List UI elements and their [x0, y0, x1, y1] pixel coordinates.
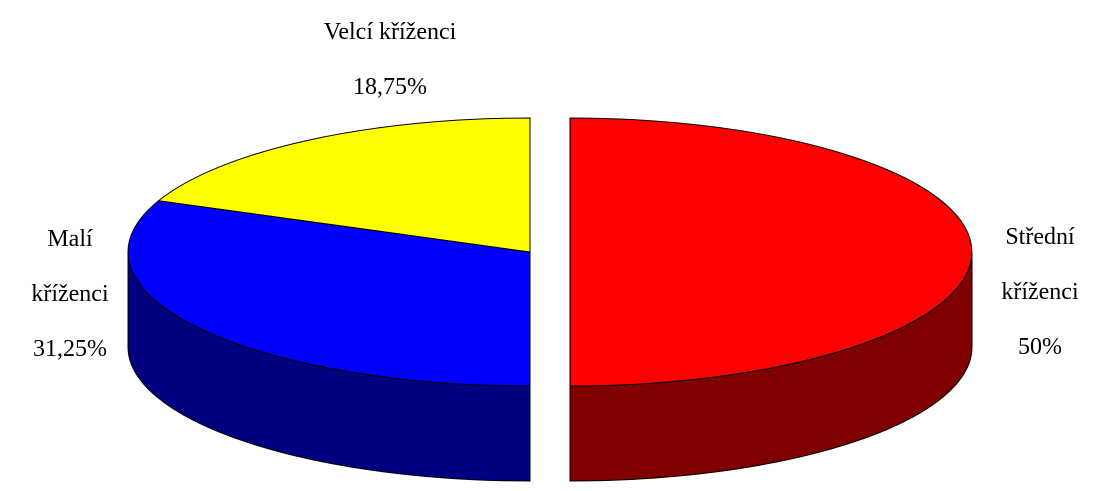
slice	[569, 117, 973, 387]
slice	[127, 200, 531, 387]
slice	[157, 117, 531, 253]
category-label: Střední kříženci	[1001, 224, 1079, 305]
value-label: 50%	[1018, 334, 1062, 360]
value-label: 31,25%	[33, 336, 107, 362]
value-label: 18,75%	[353, 74, 427, 100]
category-label: Malí kříženci	[31, 226, 109, 307]
category-label: Velcí kříženci	[323, 19, 457, 45]
